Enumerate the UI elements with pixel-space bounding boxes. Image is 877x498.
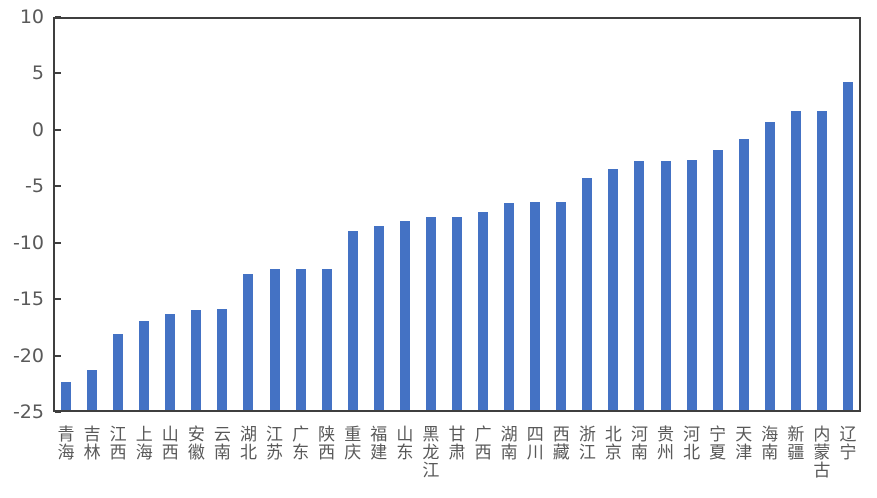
x-category-label: 宁 夏 — [709, 425, 727, 463]
bar — [243, 274, 254, 410]
x-category-label: 海 南 — [761, 425, 779, 463]
x-category-label: 浙 江 — [578, 425, 596, 463]
bar — [816, 110, 827, 410]
x-category-label: 辽 宁 — [839, 425, 857, 463]
x-category-label: 山 东 — [396, 425, 414, 463]
bar — [478, 212, 489, 410]
x-category-label: 陕 西 — [318, 425, 336, 463]
y-tick-mark — [55, 185, 61, 188]
bar — [217, 309, 228, 410]
x-category-label: 广 东 — [292, 425, 310, 463]
bar — [660, 161, 671, 410]
bar — [139, 320, 150, 410]
bar — [269, 268, 280, 410]
x-category-label: 西 藏 — [552, 425, 570, 463]
x-category-label: 贵 州 — [657, 425, 675, 463]
x-category-label: 河 北 — [683, 425, 701, 463]
y-tick-mark — [55, 72, 61, 75]
bar — [790, 110, 801, 410]
bar — [556, 202, 567, 410]
y-tick-label: 10 — [19, 6, 44, 28]
bar — [61, 381, 72, 410]
x-category-label: 北 京 — [604, 425, 622, 463]
x-category-label: 云 南 — [213, 425, 231, 463]
x-category-label: 内 蒙 古 — [813, 425, 831, 481]
y-tick-mark — [55, 128, 61, 131]
bar — [452, 216, 462, 410]
bar — [686, 160, 697, 410]
x-category-label: 黑 龙 江 — [422, 425, 440, 481]
bar — [738, 138, 749, 410]
y-tick-label: 5 — [31, 62, 44, 85]
bar — [504, 203, 515, 410]
x-category-label: 甘 肃 — [448, 425, 466, 463]
bar — [764, 121, 775, 410]
bar — [582, 178, 593, 410]
x-category-label: 吉 林 — [83, 425, 101, 463]
x-category-label: 上 海 — [135, 425, 153, 463]
y-tick-label: -20 — [12, 344, 44, 367]
bar — [842, 82, 853, 410]
x-category-label: 重 庆 — [344, 425, 362, 463]
x-category-label: 新 疆 — [787, 425, 805, 463]
y-tick-label: -10 — [12, 231, 44, 254]
x-category-label: 青 海 — [57, 425, 75, 463]
y-tick-mark — [55, 354, 61, 357]
x-category-label: 福 建 — [370, 425, 388, 463]
y-tick-label: 0 — [31, 118, 44, 141]
y-tick-mark — [55, 241, 61, 244]
bar — [373, 225, 384, 410]
x-category-label: 江 苏 — [266, 425, 284, 463]
bar — [321, 268, 332, 410]
y-tick-mark — [55, 411, 61, 413]
y-tick-label: -15 — [12, 288, 44, 311]
x-category-label: 广 西 — [474, 425, 492, 463]
x-category-label: 安 徽 — [187, 425, 205, 463]
y-tick-mark — [55, 16, 61, 18]
x-category-label: 天 津 — [735, 425, 753, 463]
bar — [113, 334, 124, 410]
x-category-label: 四 川 — [526, 425, 544, 463]
bar — [634, 161, 645, 410]
bar — [165, 313, 176, 410]
y-tick-label: -5 — [25, 175, 44, 198]
bar — [295, 268, 306, 410]
x-category-label: 河 南 — [630, 425, 648, 463]
bar — [191, 310, 202, 410]
bar — [87, 370, 98, 410]
bar — [347, 231, 358, 410]
bar — [425, 216, 436, 410]
x-category-label: 山 西 — [161, 425, 179, 463]
y-tick-mark — [55, 298, 61, 301]
bar — [399, 221, 410, 410]
bar — [530, 202, 541, 410]
bar — [608, 169, 619, 410]
x-category-label: 湖 南 — [500, 425, 518, 463]
y-tick-label: -25 — [12, 401, 44, 423]
bar — [712, 150, 723, 410]
x-category-label: 湖 北 — [239, 425, 257, 463]
x-category-label: 江 西 — [109, 425, 127, 463]
